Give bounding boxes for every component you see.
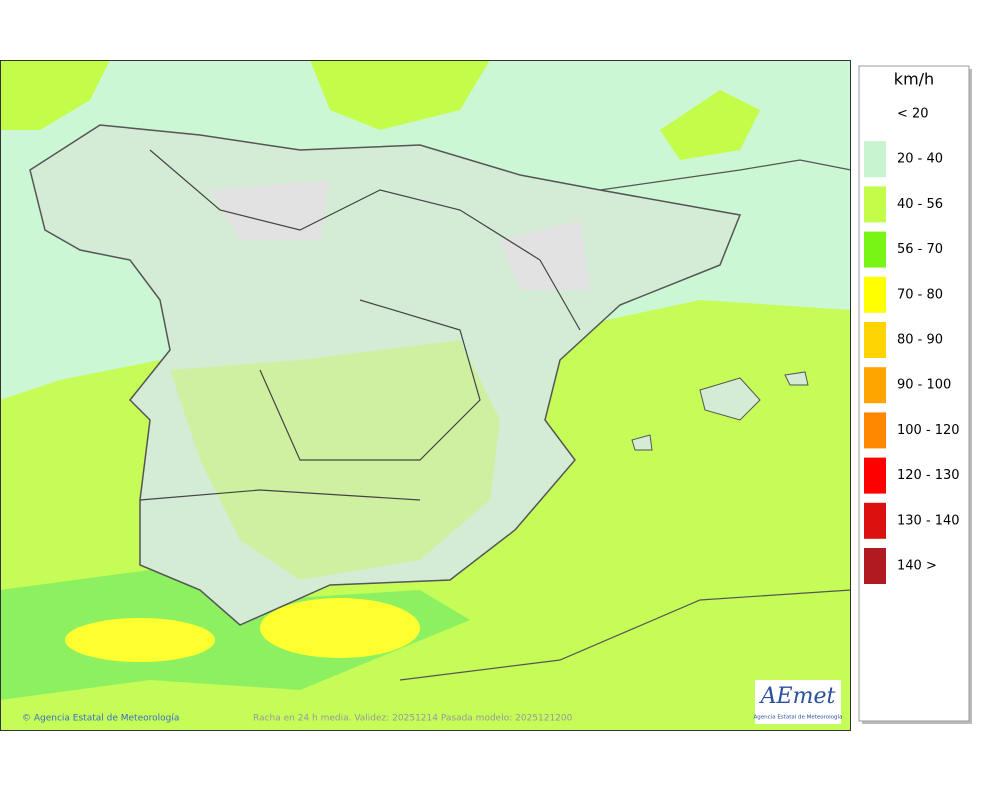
legend-label: 56 - 70 [897,242,943,257]
legend-label: 130 - 140 [897,513,960,528]
legend-swatch [864,548,886,584]
legend-label: 140 > [897,559,937,574]
legend-swatch [864,322,886,358]
legend-swatch [864,186,886,223]
legend-title: km/h [894,70,934,89]
caption: Racha en 24 h media. Validez: 20251214 P… [253,714,573,724]
legend: km/h < 20 20 - 40 40 - 56 56 - 70 70 - 80 80 … [858,65,972,724]
legend-swatch [864,502,886,539]
legend-label: < 20 [897,107,929,122]
legend-label: 80 - 90 [897,333,943,348]
credit: © Agencia Estatal de Meteorología [22,714,179,724]
legend-label: 100 - 120 [897,423,960,438]
legend-swatch [864,412,886,449]
legend-label: 120 - 130 [897,468,960,483]
logo-name: AEmet [759,684,836,709]
legend-swatch [864,141,886,178]
legend-label: 40 - 56 [897,197,943,212]
logo-subtitle: Agencia Estatal de Meteorología [754,714,843,721]
legend-swatch [864,276,886,313]
legend-swatch [864,231,886,268]
logo: AEmet Agencia Estatal de Meteorología [754,680,843,724]
legend-label: 20 - 40 [897,152,943,167]
legend-label: 90 - 100 [897,378,951,393]
legend-swatch [864,367,886,404]
map-frame [0,60,851,731]
map [0,60,851,730]
legend-swatch [864,457,886,494]
legend-label: 70 - 80 [897,287,943,302]
